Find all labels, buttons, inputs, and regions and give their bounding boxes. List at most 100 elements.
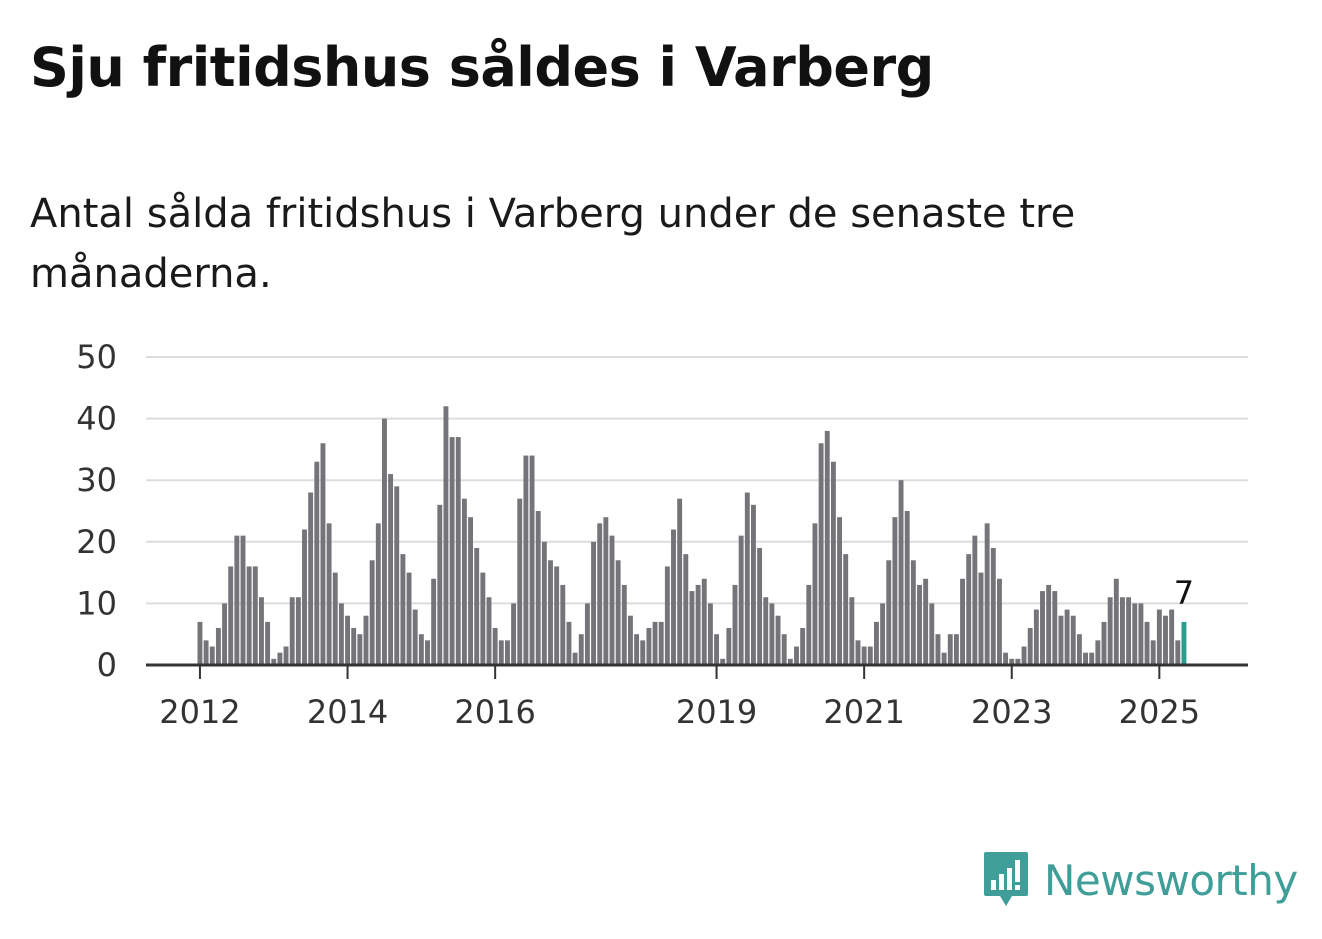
bar [443, 406, 449, 665]
bar [837, 517, 842, 665]
bar [830, 461, 836, 665]
bar [302, 529, 307, 665]
bar [621, 584, 627, 665]
bar [1058, 615, 1064, 665]
bar [628, 615, 633, 665]
bar [492, 628, 498, 665]
bar [861, 646, 867, 665]
bar [572, 652, 578, 665]
bar [455, 437, 461, 665]
bar [1113, 578, 1119, 665]
bar [794, 646, 799, 665]
bar [867, 646, 873, 665]
bar [787, 658, 793, 665]
bar [1144, 621, 1150, 665]
bar [990, 547, 996, 665]
chart-title: Sju fritidshus såldes i Varberg [30, 36, 934, 99]
bar [935, 634, 941, 665]
bar [412, 609, 418, 665]
bar [769, 603, 775, 665]
bar [695, 584, 701, 665]
bar [640, 640, 646, 665]
bar [517, 498, 523, 665]
bar [203, 640, 209, 665]
bar [1095, 640, 1101, 665]
bar [578, 634, 584, 665]
bar [966, 554, 972, 665]
bar [1132, 603, 1138, 665]
bar [898, 480, 904, 665]
x-tick-label: 2021 [823, 693, 904, 731]
bar [252, 566, 258, 665]
bar [960, 578, 965, 665]
bar [240, 535, 246, 665]
bar [295, 597, 301, 665]
bar [498, 640, 504, 665]
bar [320, 443, 326, 665]
bar [326, 523, 332, 665]
bar [394, 486, 400, 665]
bar [929, 603, 935, 665]
bar [591, 541, 596, 665]
bar [554, 566, 560, 665]
y-tick-label: 20 [76, 523, 117, 561]
bar [437, 504, 443, 665]
y-tick-label: 10 [76, 584, 117, 622]
bar [584, 603, 590, 665]
bar [1052, 591, 1058, 665]
bar [1046, 584, 1052, 665]
bar [314, 461, 320, 665]
bar [1107, 597, 1113, 665]
bar [800, 628, 806, 665]
y-tick-label: 50 [76, 338, 117, 376]
bar [997, 578, 1002, 665]
x-tick-label: 2019 [676, 693, 757, 731]
bar [511, 603, 517, 665]
y-tick-label: 30 [76, 461, 117, 499]
bar [707, 603, 713, 665]
highlight-data-label: 7 [1174, 574, 1194, 612]
bar [1021, 646, 1027, 665]
bar [751, 504, 756, 665]
x-tick-label: 2016 [454, 693, 535, 731]
bar [609, 535, 615, 665]
bar [947, 634, 953, 665]
bar [732, 584, 738, 665]
bar [209, 646, 215, 665]
bar [634, 634, 640, 665]
bar [671, 529, 676, 665]
bar [904, 511, 910, 665]
bar [1089, 652, 1095, 665]
bar [880, 603, 886, 665]
bar [449, 437, 455, 665]
bar [1064, 609, 1070, 665]
bar [652, 621, 658, 665]
bar [806, 584, 812, 665]
bar [406, 572, 412, 665]
bar [763, 597, 769, 665]
bar [277, 652, 283, 665]
bar [338, 603, 344, 665]
bar [1101, 621, 1107, 665]
bar [1175, 640, 1181, 665]
bar [972, 535, 978, 665]
bar [486, 597, 492, 665]
bar [720, 658, 726, 665]
bar [529, 455, 535, 665]
bar [738, 535, 744, 665]
bar [474, 547, 480, 665]
bar [351, 628, 357, 665]
bar [505, 640, 510, 665]
bar [726, 628, 732, 665]
bar [363, 615, 369, 665]
bar [259, 597, 264, 665]
bar [818, 443, 824, 665]
bar [431, 578, 437, 665]
y-tick-label: 0 [97, 646, 117, 684]
bar [886, 560, 892, 665]
bar [775, 615, 781, 665]
x-tick-label: 2025 [1119, 693, 1200, 731]
bar [978, 572, 984, 665]
bar [1070, 615, 1076, 665]
bar [345, 615, 350, 665]
